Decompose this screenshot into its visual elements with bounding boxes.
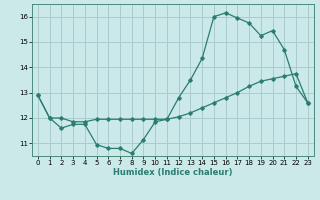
X-axis label: Humidex (Indice chaleur): Humidex (Indice chaleur) (113, 168, 233, 177)
